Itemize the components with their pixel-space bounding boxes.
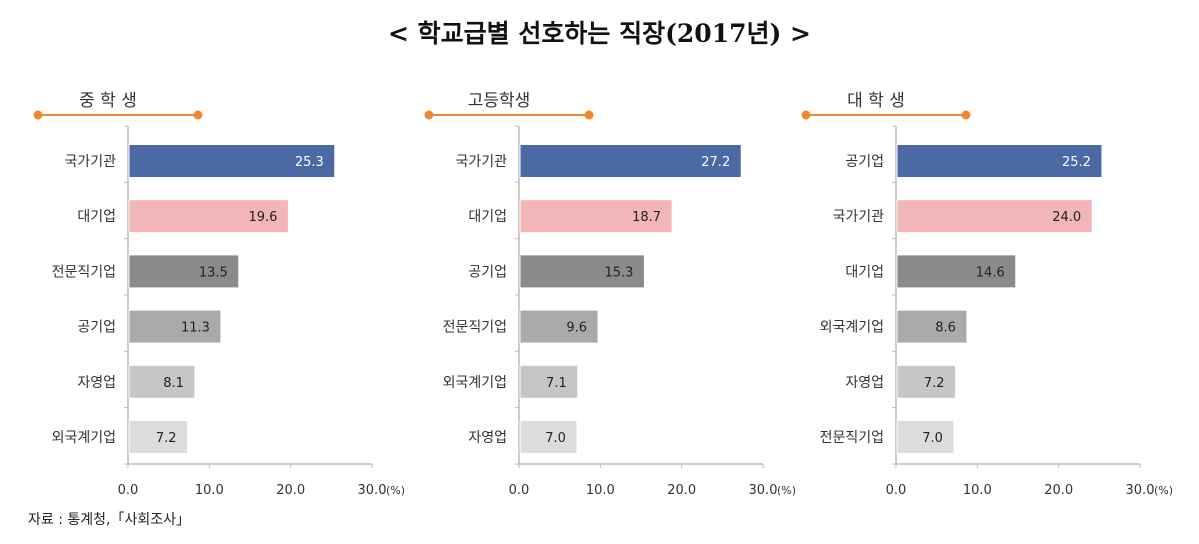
data-label: 11.3 — [181, 321, 210, 336]
data-label: 19.6 — [248, 210, 277, 225]
title-dot-right — [584, 110, 594, 120]
data-label: 14.6 — [976, 265, 1005, 280]
panel-title: 대 학 생 — [847, 91, 905, 111]
x-tick-label: 10.0 — [963, 483, 992, 498]
title-dot-left — [33, 110, 43, 120]
category-label: 대기업 — [77, 209, 116, 225]
data-label: 7.1 — [546, 376, 567, 391]
bar — [896, 199, 1093, 234]
bar — [128, 254, 240, 289]
bar — [128, 144, 336, 178]
category-label: 대기업 — [845, 264, 884, 280]
data-label: 7.2 — [156, 431, 177, 446]
category-label: 대기업 — [468, 209, 507, 225]
bar — [519, 420, 578, 454]
title-dot-right — [961, 110, 971, 120]
x-tick-label: 20.0 — [667, 483, 696, 498]
category-label: 외국계기업 — [52, 430, 116, 446]
category-label: 공기업 — [845, 154, 884, 170]
category-label: 자영업 — [845, 375, 884, 391]
category-label: 전문직기업 — [820, 430, 884, 446]
x-tick-label: 20.0 — [1044, 483, 1073, 498]
bar — [896, 364, 957, 399]
x-unit-label: (%) — [1154, 484, 1173, 497]
bar — [519, 364, 579, 399]
data-label: 27.2 — [701, 155, 730, 170]
x-unit-label: (%) — [386, 484, 405, 497]
x-tick-label: 30.0 — [1126, 483, 1155, 498]
category-label: 외국계기업 — [443, 375, 507, 391]
category-label: 전문직기업 — [443, 320, 507, 336]
data-label: 25.3 — [295, 155, 324, 170]
bar — [896, 420, 955, 454]
x-tick-label: 0.0 — [886, 483, 907, 498]
data-label: 8.1 — [163, 376, 184, 391]
data-label: 7.0 — [922, 431, 943, 446]
bar — [128, 420, 189, 454]
x-tick-label: 20.0 — [276, 483, 305, 498]
x-tick-label: 10.0 — [586, 483, 615, 498]
panel-title: 중 학 생 — [79, 91, 137, 111]
title-dot-left — [424, 110, 434, 120]
data-label: 15.3 — [604, 265, 633, 280]
category-label: 자영업 — [468, 430, 507, 446]
data-label: 24.0 — [1052, 210, 1081, 225]
bar — [128, 199, 289, 234]
category-label: 국가기관 — [832, 209, 884, 225]
x-tick-label: 30.0 — [358, 483, 387, 498]
data-label: 9.6 — [566, 321, 587, 336]
bar — [519, 199, 673, 234]
page-title: < 학교급별 선호하는 직장(2017년) > — [388, 19, 811, 48]
category-label: 국가기관 — [455, 154, 507, 170]
x-unit-label: (%) — [777, 484, 796, 497]
data-label: 25.2 — [1062, 155, 1091, 170]
bar — [896, 144, 1103, 178]
bar — [519, 309, 599, 344]
title-dot-left — [801, 110, 811, 120]
x-tick-label: 10.0 — [195, 483, 224, 498]
x-tick-label: 30.0 — [749, 483, 778, 498]
category-label: 국가기관 — [64, 154, 116, 170]
x-tick-label: 0.0 — [118, 483, 139, 498]
panel-title: 고등학생 — [468, 91, 531, 111]
title-dot-right — [193, 110, 203, 120]
category-label: 전문직기업 — [52, 264, 116, 280]
bar — [896, 254, 1017, 289]
data-label: 7.0 — [545, 431, 566, 446]
bar — [128, 309, 222, 344]
category-label: 외국계기업 — [820, 320, 884, 336]
category-label: 공기업 — [77, 320, 116, 336]
source-note: 자료 : 통계청,「사회조사」 — [28, 512, 190, 528]
data-label: 13.5 — [199, 265, 228, 280]
x-tick-label: 0.0 — [509, 483, 530, 498]
bar — [519, 144, 742, 178]
data-label: 7.2 — [924, 376, 945, 391]
category-label: 자영업 — [77, 375, 116, 391]
data-label: 8.6 — [935, 321, 956, 336]
bar — [519, 254, 645, 289]
data-label: 18.7 — [632, 210, 661, 225]
bar — [896, 309, 968, 344]
category-label: 공기업 — [468, 264, 507, 280]
bar — [128, 364, 196, 399]
